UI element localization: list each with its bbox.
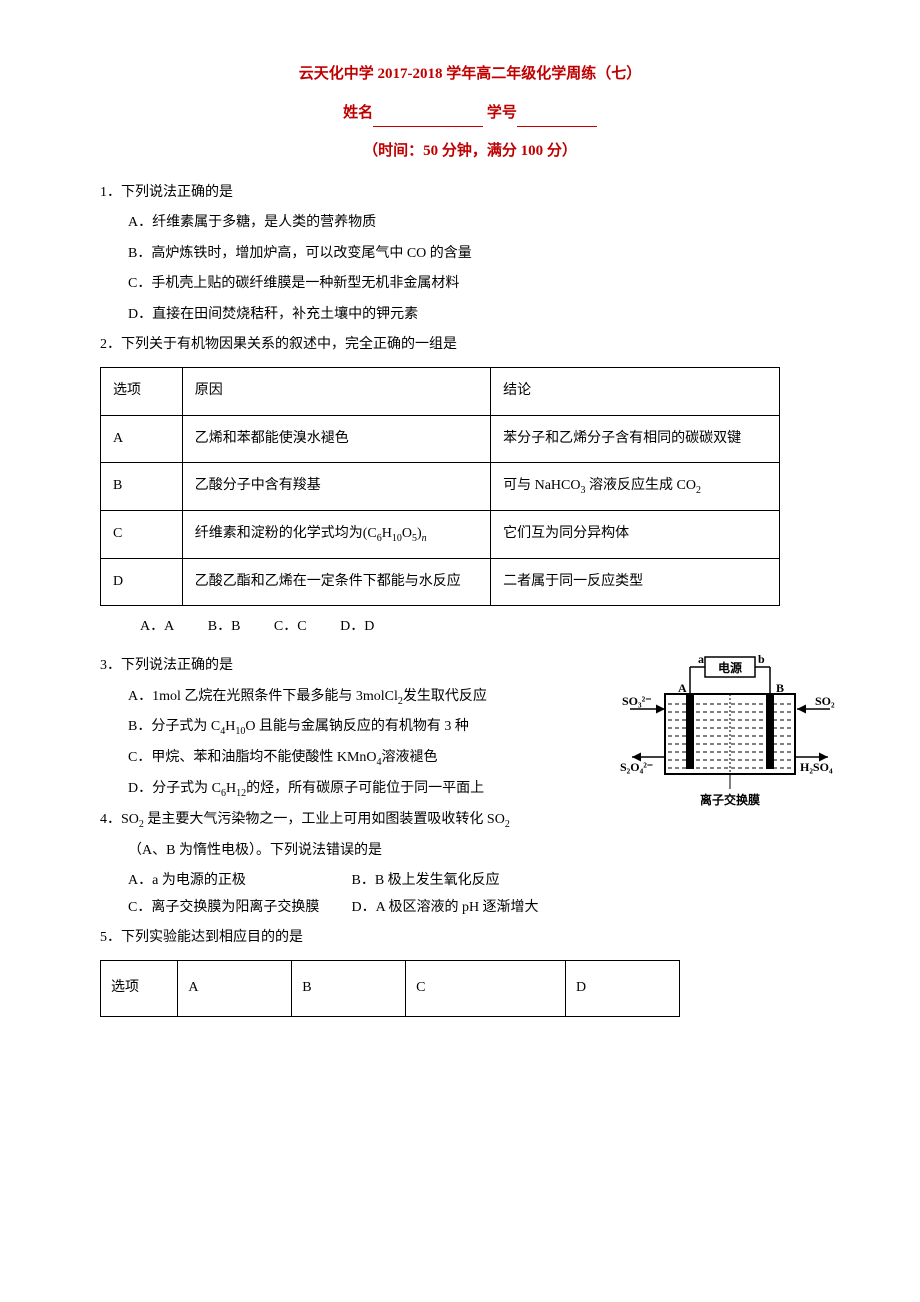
q2-b-key: B xyxy=(101,463,183,511)
q2-b-cause: 乙酸分子中含有羧基 xyxy=(182,463,490,511)
name-blank xyxy=(373,112,483,127)
table-row: C 纤维素和淀粉的化学式均为(C6H10O5)n 它们互为同分异构体 xyxy=(101,511,780,559)
q4-opt-a: A．a 为电源的正极 xyxy=(128,868,348,895)
q1-opt-a: A．纤维素属于多糖，是人类的营养物质 xyxy=(100,210,840,237)
table-row: 选项 原因 结论 xyxy=(101,368,780,416)
q2-a-key: A xyxy=(101,415,183,463)
q4-diagram: 电源 a b A xyxy=(620,649,840,819)
q5-stem: 5．下列实验能达到相应目的的是 xyxy=(100,925,840,952)
q4-opt-d: D．A 极区溶液的 pH 逐渐增大 xyxy=(352,895,539,922)
q2-head-opt: 选项 xyxy=(101,368,183,416)
q2-options: A．A B．B C．C D．D xyxy=(100,614,840,641)
q3-stem: 3．下列说法正确的是 xyxy=(100,653,610,680)
svg-text:H₂SO₄: H₂SO₄ xyxy=(800,760,833,774)
q3-opt-c: C．甲烷、苯和油脂均不能使酸性 KMnO4溶液褪色 xyxy=(100,745,610,772)
svg-text:SO₂: SO₂ xyxy=(815,694,835,708)
q2-d-cause: 乙酸乙酯和乙烯在一定条件下都能与水反应 xyxy=(182,558,490,606)
q3-opt-a: A．1mol 乙烷在光照条件下最多能与 3molCl2发生取代反应 xyxy=(100,684,610,711)
svg-text:B: B xyxy=(776,681,784,695)
q4-stem: 4．SO2 是主要大气污染物之一，工业上可用如图装置吸收转化 SO2 xyxy=(100,807,610,834)
table-row: D 乙酸乙酯和乙烯在一定条件下都能与水反应 二者属于同一反应类型 xyxy=(101,558,780,606)
q2-a-cause: 乙烯和苯都能使溴水褪色 xyxy=(182,415,490,463)
name-id-line: 姓名 学号 xyxy=(100,99,840,128)
q4-stem2: （A、B 为惰性电极）。下列说法错误的是 xyxy=(100,838,610,865)
table-row: A 乙烯和苯都能使溴水褪色 苯分子和乙烯分子含有相同的碳碳双键 xyxy=(101,415,780,463)
q2-head-conc: 结论 xyxy=(491,368,780,416)
q5-b: B xyxy=(292,960,406,1016)
q2-c-key: C xyxy=(101,511,183,559)
q2-c-conc: 它们互为同分异构体 xyxy=(491,511,780,559)
q2-d-conc: 二者属于同一反应类型 xyxy=(491,558,780,606)
q4-opt-b: B．B 极上发生氧化反应 xyxy=(352,868,500,895)
q4-options-2: C．离子交换膜为阳离子交换膜 D．A 极区溶液的 pH 逐渐增大 xyxy=(100,895,610,922)
q2-opt-b: B．B xyxy=(208,619,241,634)
power-label: 电源 xyxy=(718,660,742,675)
q5-a: A xyxy=(178,960,292,1016)
id-blank xyxy=(517,112,597,127)
q1-stem: 1．下列说法正确的是 xyxy=(100,180,840,207)
name-label: 姓名 xyxy=(343,105,373,121)
q5-d: D xyxy=(566,960,680,1016)
table-row: B 乙酸分子中含有羧基 可与 NaHCO3 溶液反应生成 CO2 xyxy=(101,463,780,511)
q3-opt-b: B．分子式为 C4H10O 且能与金属钠反应的有机物有 3 种 xyxy=(100,714,610,741)
svg-text:离子交换膜: 离子交换膜 xyxy=(700,792,760,807)
q2-c-cause: 纤维素和淀粉的化学式均为(C6H10O5)n xyxy=(182,511,490,559)
q2-opt-c: C．C xyxy=(274,619,307,634)
table-row: 选项 A B C D xyxy=(101,960,680,1016)
q2-stem: 2．下列关于有机物因果关系的叙述中，完全正确的一组是 xyxy=(100,332,840,359)
q2-head-cause: 原因 xyxy=(182,368,490,416)
q2-table: 选项 原因 结论 A 乙烯和苯都能使溴水褪色 苯分子和乙烯分子含有相同的碳碳双键… xyxy=(100,367,780,606)
exam-title: 云天化中学 2017-2018 学年高二年级化学周练（七） xyxy=(100,60,840,89)
svg-text:A: A xyxy=(678,681,687,695)
q5-c: C xyxy=(406,960,566,1016)
q4-opt-c: C．离子交换膜为阳离子交换膜 xyxy=(128,895,348,922)
id-label: 学号 xyxy=(487,105,517,121)
svg-text:b: b xyxy=(758,652,765,666)
q1-opt-b: B．高炉炼铁时，增加炉高，可以改变尾气中 CO 的含量 xyxy=(100,241,840,268)
q2-a-conc: 苯分子和乙烯分子含有相同的碳碳双键 xyxy=(491,415,780,463)
q5-head: 选项 xyxy=(101,960,178,1016)
svg-text:S₂O₄²⁻: S₂O₄²⁻ xyxy=(620,760,653,774)
time-line: （时间：50 分钟，满分 100 分） xyxy=(100,137,840,166)
q1-opt-d: D．直接在田间焚烧秸秆，补充土壤中的钾元素 xyxy=(100,302,840,329)
q1-opt-c: C．手机壳上贴的碳纤维膜是一种新型无机非金属材料 xyxy=(100,271,840,298)
q5-table: 选项 A B C D xyxy=(100,960,680,1017)
q2-d-key: D xyxy=(101,558,183,606)
q2-b-conc: 可与 NaHCO3 溶液反应生成 CO2 xyxy=(491,463,780,511)
q4-options: A．a 为电源的正极 B．B 极上发生氧化反应 xyxy=(100,868,610,895)
svg-text:SO₃²⁻: SO₃²⁻ xyxy=(622,694,652,708)
svg-text:a: a xyxy=(698,652,704,666)
q3-opt-d: D．分子式为 C6H12的烃，所有碳原子可能位于同一平面上 xyxy=(100,776,610,803)
q2-opt-d: D．D xyxy=(340,619,374,634)
q2-opt-a: A．A xyxy=(140,619,174,634)
